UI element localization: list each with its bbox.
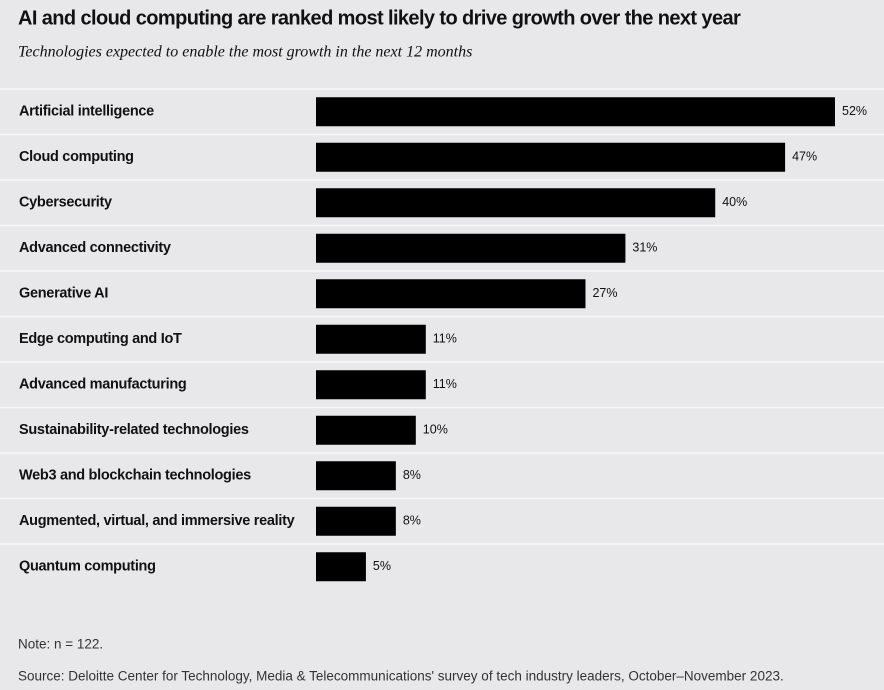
value-label: 8% bbox=[403, 468, 421, 482]
category-label: Sustainability-related technologies bbox=[19, 422, 249, 438]
bar bbox=[316, 506, 396, 536]
bar bbox=[316, 415, 416, 445]
value-label: 40% bbox=[722, 195, 747, 209]
category-label: Augmented, virtual, and immersive realit… bbox=[19, 513, 295, 529]
category-label: Cybersecurity bbox=[19, 195, 112, 211]
source: Source: Deloitte Center for Technology, … bbox=[18, 669, 784, 684]
value-label: 11% bbox=[433, 332, 457, 346]
bar bbox=[316, 461, 396, 491]
category-label: Edge computing and IoT bbox=[19, 331, 182, 347]
value-label: 5% bbox=[373, 559, 391, 573]
bar bbox=[316, 370, 426, 400]
category-label: Web3 and blockchain technologies bbox=[19, 468, 251, 484]
value-label: 47% bbox=[792, 150, 817, 164]
bar bbox=[316, 552, 366, 582]
value-label: 8% bbox=[403, 514, 421, 528]
value-label: 27% bbox=[592, 286, 617, 300]
bar bbox=[316, 233, 626, 263]
value-label: 31% bbox=[632, 241, 657, 255]
value-label: 52% bbox=[842, 104, 867, 118]
bar bbox=[316, 188, 716, 218]
note: Note: n = 122. bbox=[18, 637, 103, 652]
category-label: Advanced connectivity bbox=[19, 240, 171, 256]
bar bbox=[316, 324, 426, 354]
chart-title: AI and cloud computing are ranked most l… bbox=[18, 7, 741, 29]
bar bbox=[316, 142, 786, 172]
value-label: 11% bbox=[433, 377, 457, 391]
category-label: Advanced manufacturing bbox=[19, 377, 186, 393]
bar bbox=[316, 279, 586, 309]
chart-subtitle: Technologies expected to enable the most… bbox=[18, 44, 472, 61]
value-label: 10% bbox=[423, 423, 448, 437]
category-label: Artificial intelligence bbox=[19, 104, 154, 120]
bar bbox=[316, 97, 835, 127]
category-label: Generative AI bbox=[19, 286, 108, 302]
category-label: Cloud computing bbox=[19, 149, 134, 165]
category-label: Quantum computing bbox=[19, 559, 156, 575]
